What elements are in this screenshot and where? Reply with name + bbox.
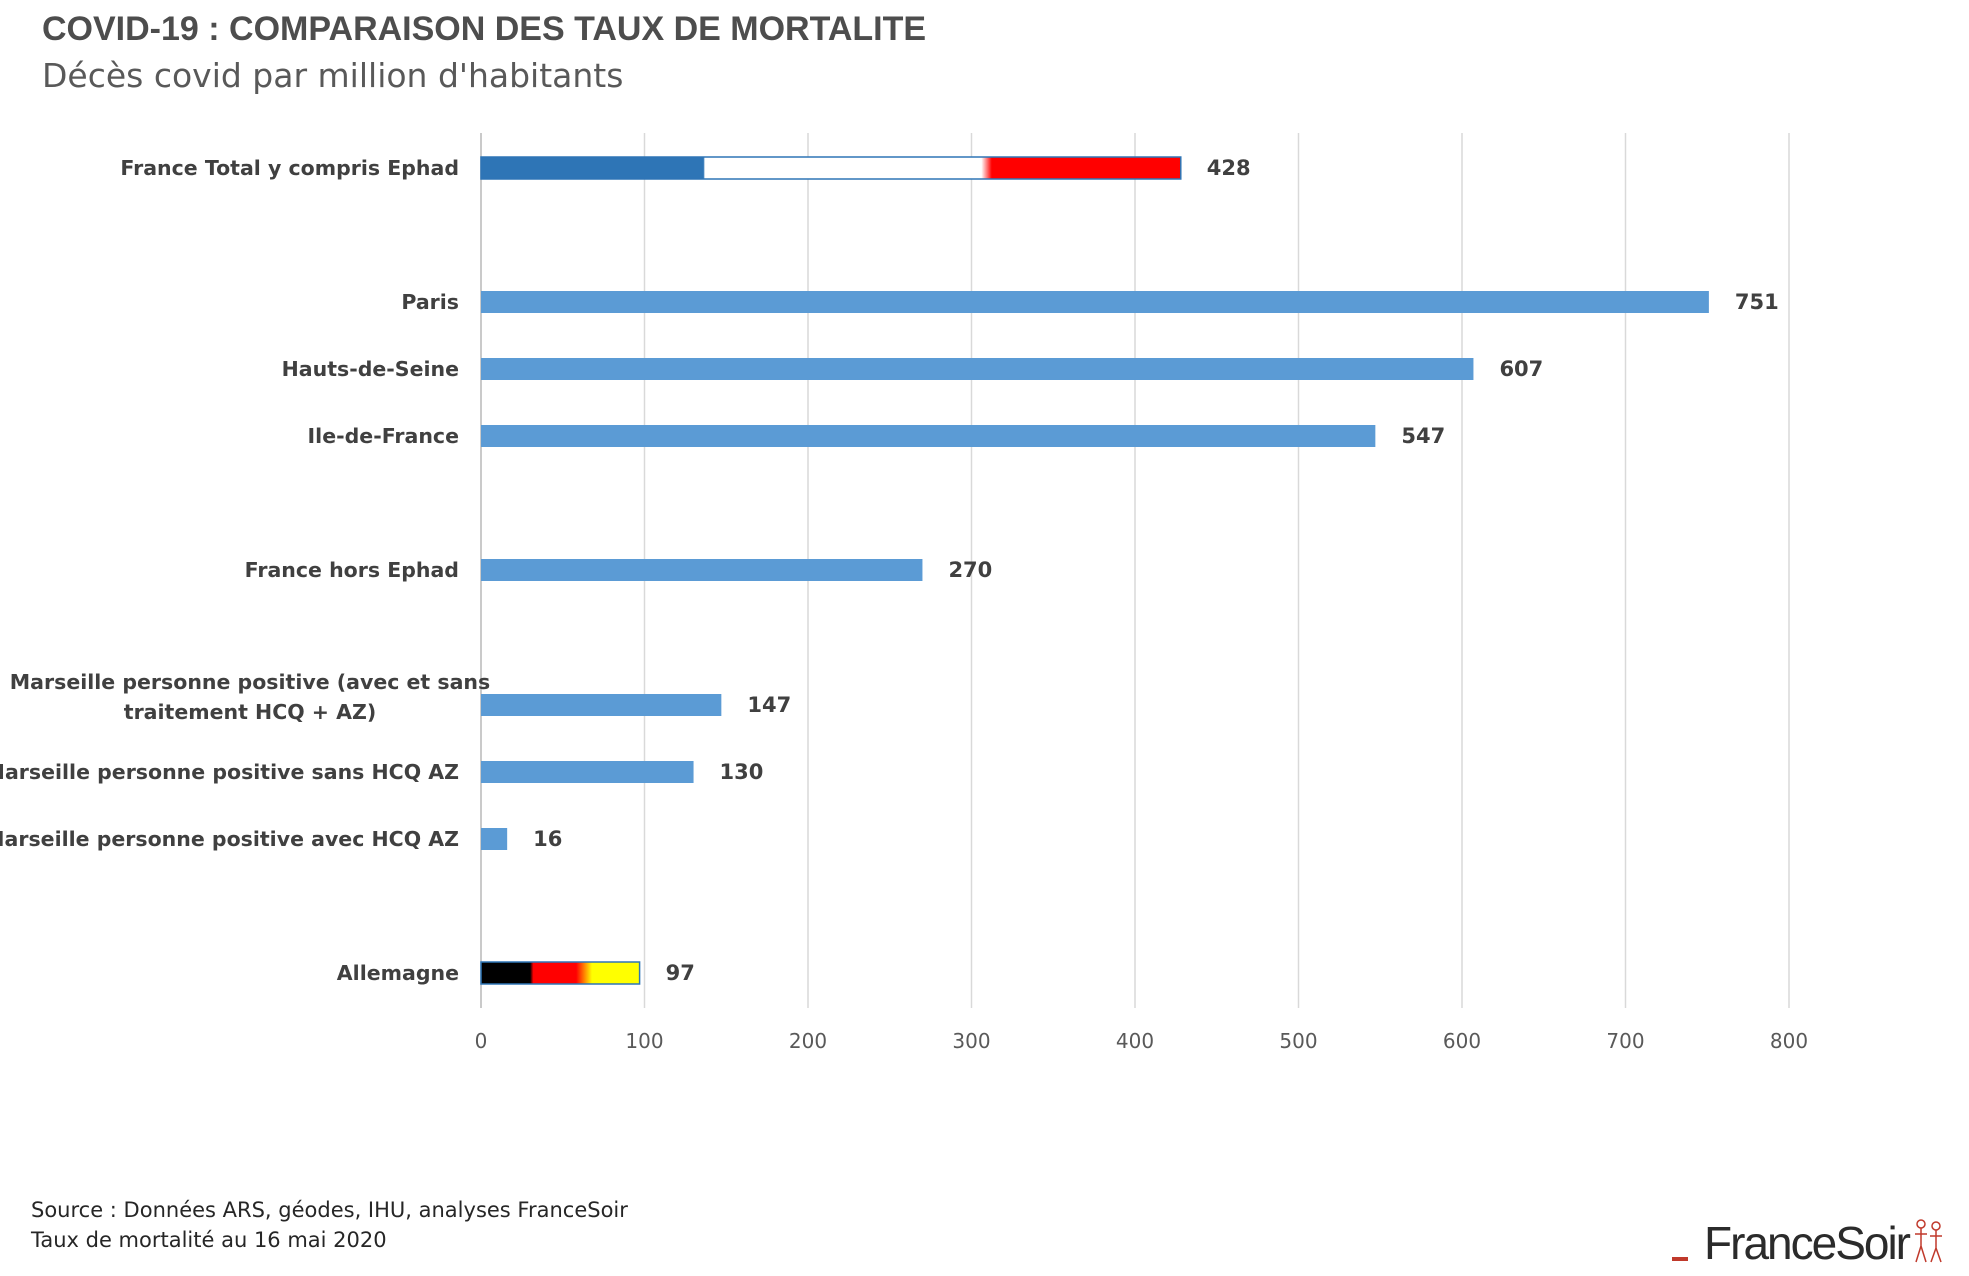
x-tick-label: 400 — [1116, 1029, 1154, 1053]
bar — [481, 291, 1709, 313]
date-note: Taux de mortalité au 16 mai 2020 — [31, 1228, 387, 1252]
x-tick-label: 0 — [475, 1029, 488, 1053]
category-label: France Total y compris Ephad — [120, 156, 459, 180]
data-label: 428 — [1207, 156, 1251, 180]
bar — [480, 961, 641, 985]
category-label: Marseille personne positive sans HCQ AZ — [0, 760, 459, 784]
bar — [480, 156, 1182, 180]
logo-accent-bar — [1672, 1257, 1688, 1261]
data-label: 16 — [533, 827, 562, 851]
data-label: 147 — [747, 693, 791, 717]
category-label: Paris — [401, 290, 459, 314]
bar — [481, 828, 508, 850]
category-labels: 428 France Total y compris Ephad 751 Paris 6… — [0, 156, 1779, 985]
x-tick-label: 200 — [789, 1029, 827, 1053]
x-tick-label: 800 — [1770, 1029, 1808, 1053]
source-note: Source : Données ARS, géodes, IHU, analy… — [31, 1198, 628, 1222]
data-label: 97 — [666, 961, 695, 985]
bar — [481, 761, 694, 783]
category-label: traitement HCQ + AZ) — [124, 700, 376, 724]
x-tick-label: 600 — [1443, 1029, 1481, 1053]
category-label: France hors Ephad — [245, 558, 459, 582]
category-label: Allemagne — [337, 961, 459, 985]
bar — [481, 358, 1474, 380]
x-tick-label: 500 — [1279, 1029, 1317, 1053]
figures-icon — [1915, 1219, 1942, 1263]
chart-title: COVID-19 : COMPARAISON DES TAUX DE MORTA… — [42, 10, 927, 48]
bars — [480, 156, 1709, 985]
chart-subtitle: Décès covid par million d'habitants — [42, 56, 624, 95]
data-label: 751 — [1735, 290, 1779, 314]
bar — [481, 559, 923, 581]
data-label: 270 — [948, 558, 992, 582]
category-label: Marseille personne positive avec HCQ AZ — [0, 827, 459, 851]
bar — [481, 694, 722, 716]
data-label: 547 — [1401, 424, 1445, 448]
x-tick-label: 700 — [1606, 1029, 1644, 1053]
x-tick-label: 100 — [625, 1029, 663, 1053]
x-tick-label: 300 — [952, 1029, 990, 1053]
data-label: 130 — [720, 760, 764, 784]
bar — [481, 425, 1376, 447]
category-label: Ile-de-France — [308, 424, 459, 448]
x-axis: 0 100 200 300 400 500 600 700 800 — [475, 133, 1808, 1053]
francesoir-logo: FranceSoir — [1672, 1216, 1947, 1269]
category-label: Hauts-de-Seine — [282, 357, 459, 381]
logo-text: FranceSoir — [1704, 1217, 1911, 1269]
category-label: Marseille personne positive (avec et san… — [10, 670, 490, 694]
data-label: 607 — [1499, 357, 1543, 381]
